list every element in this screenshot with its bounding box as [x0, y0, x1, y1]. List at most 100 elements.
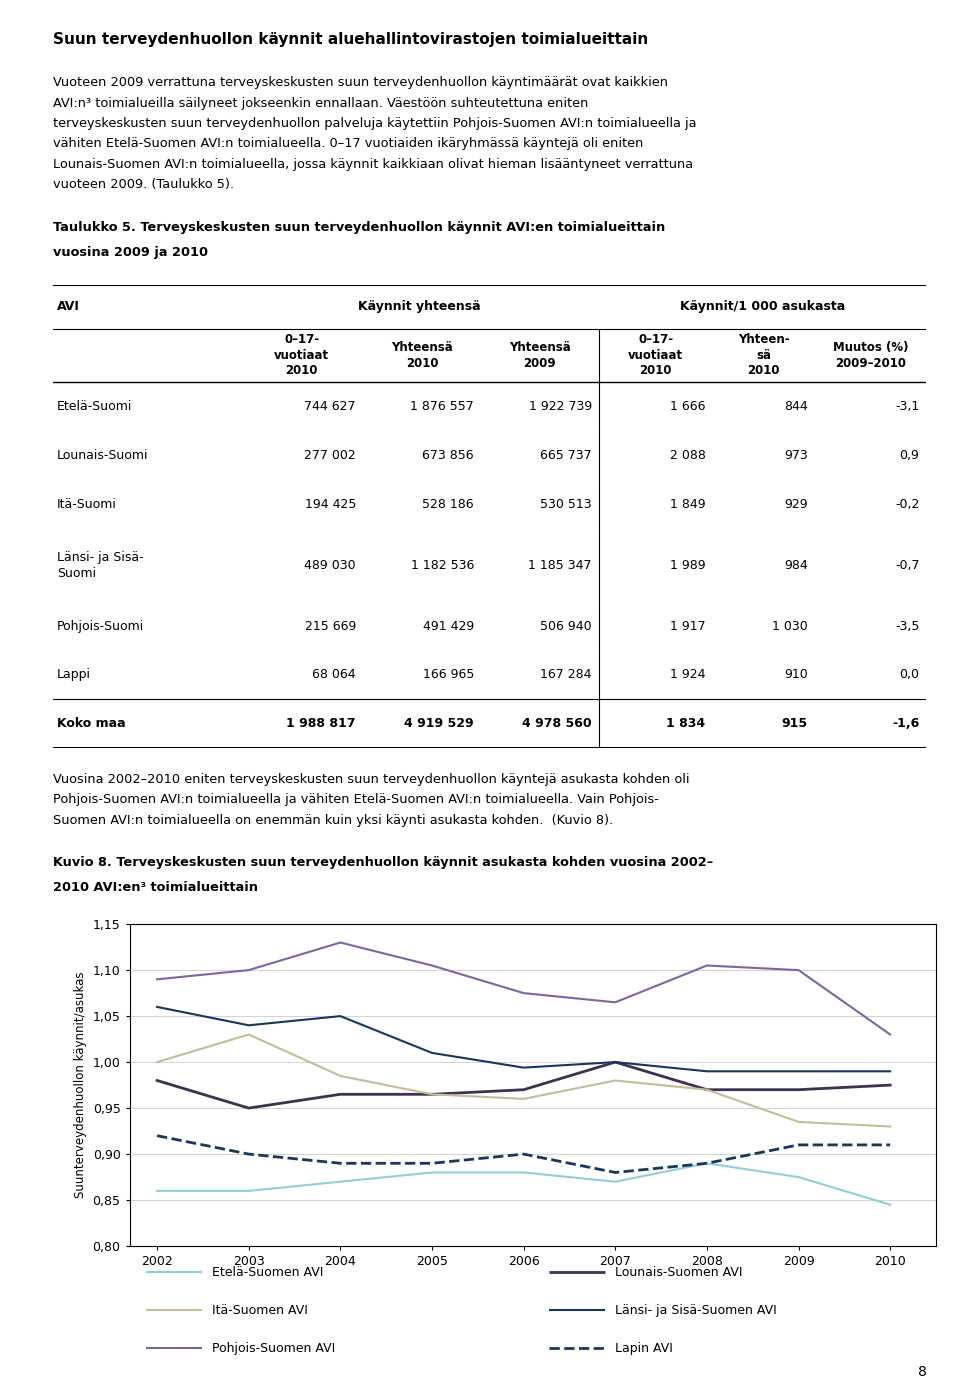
- Text: Lounais-Suomi: Lounais-Suomi: [58, 449, 149, 462]
- Länsi- ja Sisä-Suomen AVI: [152, 999, 163, 1015]
- Text: 1 924: 1 924: [670, 668, 706, 682]
- Itä-Suomen AVI: [701, 1082, 712, 1098]
- Lapin AVI: [610, 1164, 621, 1181]
- Y-axis label: Suunterveydenhuollon käynnit/asukas: Suunterveydenhuollon käynnit/asukas: [74, 972, 87, 1198]
- Lounais-Suomen AVI: [426, 1086, 438, 1102]
- Text: 665 737: 665 737: [540, 449, 591, 462]
- Text: -0,2: -0,2: [895, 498, 920, 510]
- Text: 1 988 817: 1 988 817: [286, 716, 356, 730]
- Text: Pohjois-Suomen AVI: Pohjois-Suomen AVI: [212, 1342, 335, 1354]
- Text: 1 989: 1 989: [670, 559, 706, 571]
- Line: Lapin AVI: Lapin AVI: [157, 1135, 890, 1173]
- Text: -1,6: -1,6: [892, 716, 920, 730]
- Text: 0–17-
vuotiaat
2010: 0–17- vuotiaat 2010: [628, 333, 684, 378]
- Itä-Suomen AVI: [426, 1086, 438, 1102]
- Text: Länsi- ja Sisä-
Suomi: Länsi- ja Sisä- Suomi: [58, 550, 144, 579]
- Text: 491 429: 491 429: [422, 620, 474, 632]
- Text: 1 185 347: 1 185 347: [528, 559, 591, 571]
- Text: Yhteensä
2010: Yhteensä 2010: [391, 342, 453, 369]
- Text: Suun terveydenhuollon käynnit aluehallintovirastojen toimialueittain: Suun terveydenhuollon käynnit aluehallin…: [53, 32, 648, 47]
- Text: 68 064: 68 064: [312, 668, 356, 682]
- Text: Koko maa: Koko maa: [58, 716, 126, 730]
- Text: 1 849: 1 849: [670, 498, 706, 510]
- Etelä-Suomen AVI: [884, 1196, 896, 1213]
- Text: Muutos (%)
2009–2010: Muutos (%) 2009–2010: [832, 342, 908, 369]
- Text: 0,0: 0,0: [900, 668, 920, 682]
- Text: 1 666: 1 666: [670, 400, 706, 414]
- Itä-Suomen AVI: [335, 1068, 347, 1084]
- Text: Käynnit yhteensä: Käynnit yhteensä: [358, 300, 481, 313]
- Etelä-Suomen AVI: [517, 1164, 529, 1181]
- Länsi- ja Sisä-Suomen AVI: [701, 1064, 712, 1080]
- Text: 1 876 557: 1 876 557: [410, 400, 474, 414]
- Text: vuosina 2009 ja 2010: vuosina 2009 ja 2010: [53, 246, 207, 259]
- Text: 2010 AVI:en³ toimialueittain: 2010 AVI:en³ toimialueittain: [53, 881, 258, 895]
- Itä-Suomen AVI: [884, 1119, 896, 1135]
- Text: 0,9: 0,9: [900, 449, 920, 462]
- Etelä-Suomen AVI: [610, 1173, 621, 1189]
- Pohjois-Suomen AVI: [335, 935, 347, 952]
- Text: 528 186: 528 186: [422, 498, 474, 510]
- Text: Yhteensä
2009: Yhteensä 2009: [509, 342, 570, 369]
- Itä-Suomen AVI: [243, 1026, 254, 1043]
- Line: Pohjois-Suomen AVI: Pohjois-Suomen AVI: [157, 943, 890, 1034]
- Text: Käynnit/1 000 asukasta: Käynnit/1 000 asukasta: [680, 300, 845, 313]
- Itä-Suomen AVI: [152, 1054, 163, 1070]
- Länsi- ja Sisä-Suomen AVI: [335, 1008, 347, 1025]
- Text: Suomen AVI:n toimialueella on enemmän kuin yksi käynti asukasta kohden.  (Kuvio : Suomen AVI:n toimialueella on enemmän ku…: [53, 813, 613, 827]
- Pohjois-Suomen AVI: [517, 985, 529, 1001]
- Text: terveyskeskusten suun terveydenhuollon palveluja käytettiin Pohjois-Suomen AVI:n: terveyskeskusten suun terveydenhuollon p…: [53, 118, 696, 130]
- Text: 973: 973: [784, 449, 807, 462]
- Etelä-Suomen AVI: [701, 1155, 712, 1171]
- Text: 910: 910: [784, 668, 807, 682]
- Text: Kuvio 8. Terveyskeskusten suun terveydenhuollon käynnit asukasta kohden vuosina : Kuvio 8. Terveyskeskusten suun terveyden…: [53, 856, 713, 870]
- Text: 530 513: 530 513: [540, 498, 591, 510]
- Text: -3,5: -3,5: [895, 620, 920, 632]
- Pohjois-Suomen AVI: [243, 961, 254, 978]
- Itä-Suomen AVI: [610, 1072, 621, 1088]
- Länsi- ja Sisä-Suomen AVI: [243, 1017, 254, 1033]
- Text: 215 669: 215 669: [304, 620, 356, 632]
- Länsi- ja Sisä-Suomen AVI: [610, 1054, 621, 1070]
- Text: Lappi: Lappi: [58, 668, 91, 682]
- Text: 0–17-
vuotiaat
2010: 0–17- vuotiaat 2010: [275, 333, 329, 378]
- Länsi- ja Sisä-Suomen AVI: [426, 1044, 438, 1061]
- Text: AVI: AVI: [58, 300, 80, 313]
- Text: 1 922 739: 1 922 739: [529, 400, 591, 414]
- Text: Itä-Suomen AVI: Itä-Suomen AVI: [212, 1304, 308, 1317]
- Text: 915: 915: [781, 716, 807, 730]
- Text: 194 425: 194 425: [304, 498, 356, 510]
- Lounais-Suomen AVI: [152, 1072, 163, 1088]
- Text: 4 978 560: 4 978 560: [522, 716, 591, 730]
- Text: 2 088: 2 088: [669, 449, 706, 462]
- Text: 1 030: 1 030: [772, 620, 807, 632]
- Lounais-Suomen AVI: [335, 1086, 347, 1102]
- Pohjois-Suomen AVI: [793, 961, 804, 978]
- Text: 744 627: 744 627: [304, 400, 356, 414]
- Itä-Suomen AVI: [793, 1113, 804, 1130]
- Etelä-Suomen AVI: [335, 1173, 347, 1189]
- Text: 167 284: 167 284: [540, 668, 591, 682]
- Text: 1 182 536: 1 182 536: [411, 559, 474, 571]
- Itä-Suomen AVI: [517, 1091, 529, 1108]
- Länsi- ja Sisä-Suomen AVI: [793, 1064, 804, 1080]
- Text: 844: 844: [784, 400, 807, 414]
- Text: 1 917: 1 917: [670, 620, 706, 632]
- Text: Etelä-Suomi: Etelä-Suomi: [58, 400, 132, 414]
- Lapin AVI: [152, 1127, 163, 1144]
- Text: 673 856: 673 856: [422, 449, 474, 462]
- Text: Yhteen-
sä
2010: Yhteen- sä 2010: [737, 333, 789, 378]
- Text: 8: 8: [918, 1365, 926, 1379]
- Text: Vuoteen 2009 verrattuna terveyskeskusten suun terveydenhuollon käyntimäärät ovat: Vuoteen 2009 verrattuna terveyskeskusten…: [53, 76, 668, 89]
- Pohjois-Suomen AVI: [884, 1026, 896, 1043]
- Text: Länsi- ja Sisä-Suomen AVI: Länsi- ja Sisä-Suomen AVI: [615, 1304, 777, 1317]
- Lapin AVI: [884, 1137, 896, 1153]
- Text: Etelä-Suomen AVI: Etelä-Suomen AVI: [212, 1265, 324, 1278]
- Pohjois-Suomen AVI: [426, 957, 438, 974]
- Text: -3,1: -3,1: [895, 400, 920, 414]
- Lounais-Suomen AVI: [517, 1082, 529, 1098]
- Etelä-Suomen AVI: [793, 1169, 804, 1185]
- Text: 1 834: 1 834: [666, 716, 706, 730]
- Lapin AVI: [426, 1155, 438, 1171]
- Text: 984: 984: [784, 559, 807, 571]
